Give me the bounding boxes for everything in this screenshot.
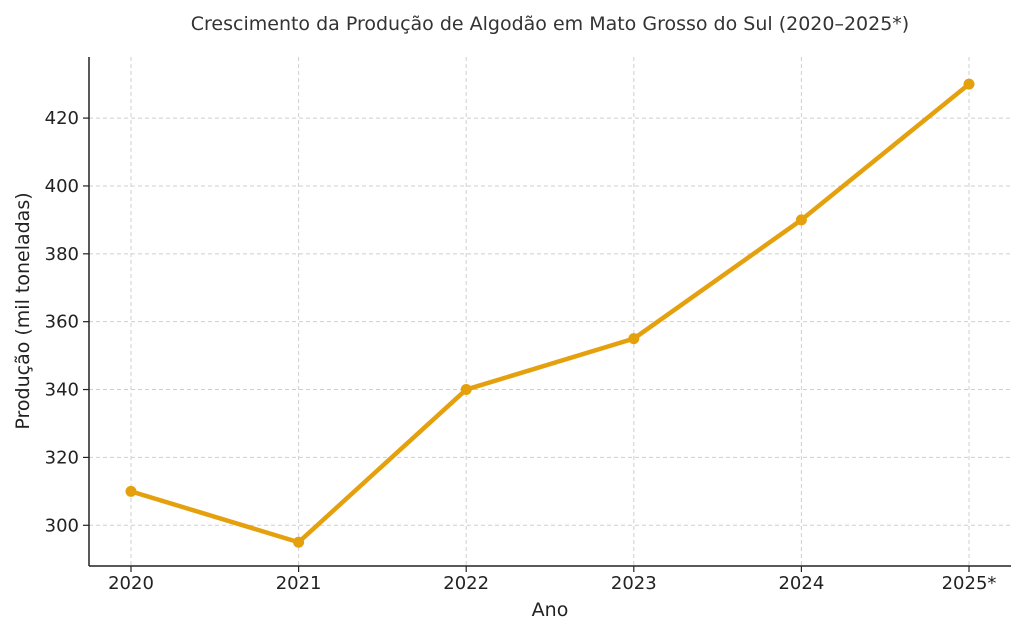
x-tick-label: 2023 — [611, 573, 657, 594]
series-line — [128, 81, 972, 545]
axes — [88, 57, 1011, 567]
y-tick-label: 380 — [45, 244, 79, 265]
data-point — [628, 333, 640, 345]
y-tick-label: 360 — [45, 312, 79, 333]
data-point — [795, 214, 807, 226]
chart-title: Crescimento da Produção de Algodão em Ma… — [191, 13, 909, 35]
data-point — [125, 485, 137, 497]
y-axis-label: Produção (mil toneladas) — [12, 192, 34, 429]
x-tick-label: 2025* — [942, 573, 997, 594]
y-tick-label: 320 — [45, 447, 79, 468]
x-tick-label: 2024 — [778, 573, 824, 594]
y-tick-label: 400 — [45, 176, 79, 197]
x-tick-label: 2020 — [108, 573, 154, 594]
x-tick-label: 2021 — [276, 573, 322, 594]
data-point — [963, 78, 975, 90]
x-tick-label: 2022 — [443, 573, 489, 594]
x-axis-ticks: 2020 2021 2022 2023 2024 2025* — [108, 566, 996, 594]
data-point — [293, 536, 305, 548]
y-tick-label: 340 — [45, 380, 79, 401]
series — [125, 78, 975, 548]
y-tick-label: 300 — [45, 515, 79, 536]
y-tick-label: 420 — [45, 108, 79, 129]
grid — [89, 57, 1011, 566]
x-axis-label: Ano — [532, 599, 569, 621]
y-axis-ticks: 300 320 340 360 380 400 420 — [45, 108, 89, 536]
data-point — [460, 384, 472, 396]
